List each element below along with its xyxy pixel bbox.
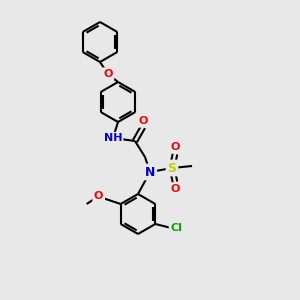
Text: NH: NH xyxy=(104,133,122,143)
Text: O: O xyxy=(103,69,113,79)
Text: Cl: Cl xyxy=(170,223,182,233)
Text: O: O xyxy=(170,184,180,194)
Text: O: O xyxy=(170,142,180,152)
Text: O: O xyxy=(94,191,104,201)
Text: N: N xyxy=(145,166,155,178)
Text: S: S xyxy=(167,161,176,175)
Text: O: O xyxy=(138,116,148,126)
